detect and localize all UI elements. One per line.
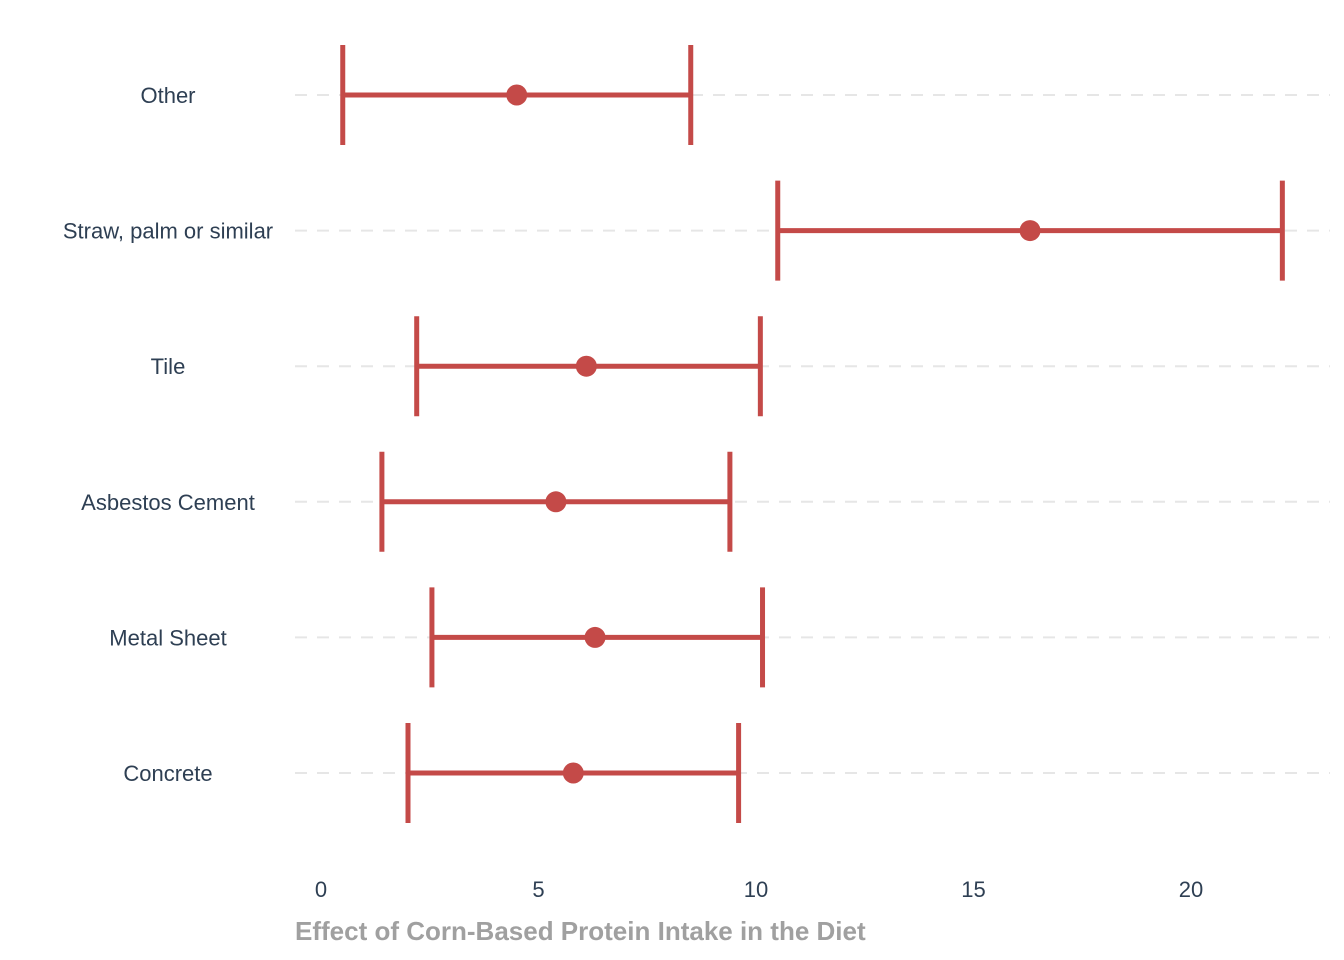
category-label: Other [140, 83, 195, 108]
x-tick-label: 5 [532, 877, 544, 902]
category-labels: Other Straw, palm or similar Tile Asbestos … [63, 83, 273, 786]
error-bar [414, 316, 763, 417]
category-label: Asbestos Cement [81, 490, 255, 515]
x-tick-label: 20 [1179, 877, 1203, 902]
category-label: Tile [151, 354, 186, 379]
category-label: Concrete [123, 761, 212, 786]
error-bar [775, 180, 1285, 281]
error-bars [340, 45, 1285, 823]
estimate-point [1019, 220, 1041, 242]
x-tick-label: 10 [744, 877, 768, 902]
estimate-point [584, 626, 606, 648]
error-bar [340, 45, 694, 145]
error-bar [379, 451, 733, 552]
category-label: Metal Sheet [109, 625, 226, 650]
category-label: Straw, palm or similar [63, 219, 273, 244]
estimate-point [575, 355, 597, 377]
x-tick-label: 0 [315, 877, 327, 902]
x-axis-title: Effect of Corn-Based Protein Intake in t… [295, 916, 866, 946]
x-tick-label: 15 [961, 877, 985, 902]
estimate-point [545, 491, 567, 513]
estimate-point [506, 84, 528, 106]
error-bar [405, 723, 742, 823]
estimate-point [562, 762, 584, 784]
x-tick-labels: 0 5 10 15 20 [315, 877, 1203, 902]
grid-lines [295, 94, 1330, 774]
error-bar [429, 587, 766, 688]
